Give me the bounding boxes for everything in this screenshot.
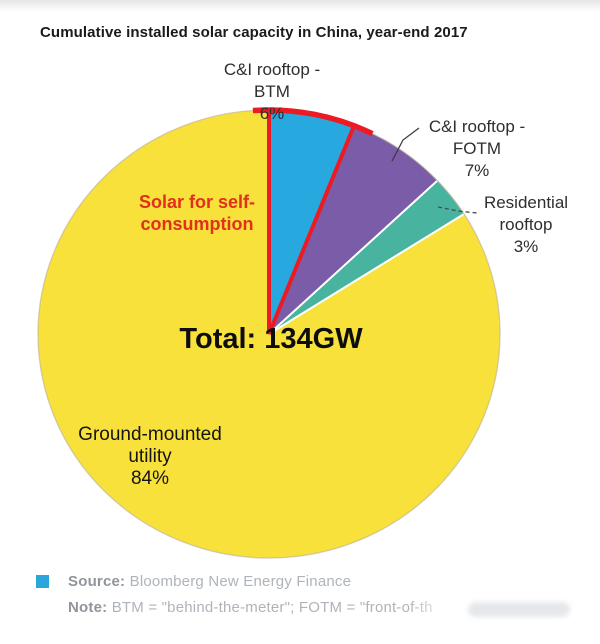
pie-separator: [268, 179, 439, 335]
note-value: BTM = "behind-the-meter"; FOTM = "front-…: [111, 599, 433, 616]
footer: Source: Bloomberg New Energy Finance Not…: [0, 570, 600, 644]
label-ci-rooftop-fotm: C&I rooftop - FOTM 7%: [428, 117, 526, 180]
pie-slice-c-i-rooftop-fotm: [269, 125, 438, 334]
chart-title: Cumulative installed solar capacity in C…: [40, 24, 468, 41]
highlight-outline-red: [252, 107, 374, 335]
source-legend-square: [36, 575, 49, 588]
label-ci-rooftop-btm: C&I rooftop - BTM 6%: [223, 60, 321, 123]
label-total-capacity: Total: 134GW: [179, 323, 363, 355]
pie-slice-residential-rooftop: [269, 180, 465, 334]
note-label: Note:: [68, 599, 108, 616]
source-value: Bloomberg New Energy Finance: [129, 573, 352, 590]
note-blur-patch: [468, 602, 570, 617]
label-ground-mounted-utility: Ground-mounted utility 84%: [78, 424, 222, 489]
pie-slice-separators: [268, 179, 465, 335]
label-solar-self-consumption: Solar for self- consumption: [138, 192, 256, 234]
note-fade-overlay: [408, 597, 470, 619]
top-gradient-band: [0, 0, 600, 12]
highlight-arc: [252, 107, 374, 137]
source-label: Source:: [68, 573, 126, 590]
leader-line-fotm: [391, 127, 420, 162]
source-line: Source: Bloomberg New Energy Finance: [68, 573, 351, 590]
highlight-radial-edges: [267, 110, 356, 335]
note-line: Note: BTM = "behind-the-meter"; FOTM = "…: [68, 599, 433, 616]
label-residential-rooftop: Residential rooftop 3%: [483, 193, 569, 256]
pie-separator: [268, 213, 465, 335]
